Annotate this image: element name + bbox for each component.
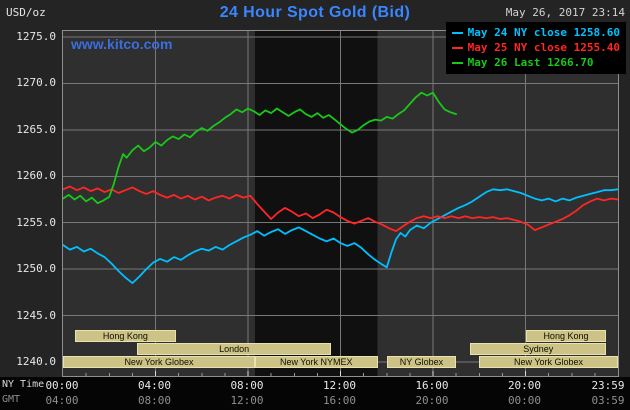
legend-label: May 25 NY close 1255.40	[467, 41, 620, 54]
x-tick-ny: 04:00	[137, 379, 172, 392]
series-line-may-26	[63, 91, 458, 205]
session-box-ny-globex: NY Globex	[386, 356, 457, 368]
legend: May 24 NY close 1258.60 May 25 NY close 1…	[445, 22, 626, 74]
plot-area: www.kitco.com Hong Kong Hong Kong London Sy…	[62, 30, 619, 377]
x-tick-gmt: 16:00	[322, 394, 357, 407]
x-tick-gmt: 20:00	[415, 394, 449, 407]
y-tick-label: 1245.0	[16, 308, 56, 322]
x-tick-ny: 00:00	[45, 379, 79, 392]
session-box-new-york-nymex: New York NYMEX	[254, 356, 378, 368]
chart-title: 24 Hour Spot Gold (Bid)	[219, 4, 411, 21]
legend-label: May 26 Last 1266.70	[467, 56, 594, 69]
legend-swatch	[451, 61, 463, 64]
x-tick-ny: 23:59	[591, 379, 625, 392]
session-box-sydney: Sydney	[470, 343, 607, 355]
x-tick-ny: 12:00	[322, 379, 357, 392]
x-tick-gmt: 03:59	[591, 394, 625, 407]
y-tick-label: 1275.0	[16, 30, 56, 43]
nymex-session-band	[254, 31, 378, 376]
x-tick-gmt: 00:00	[507, 394, 542, 407]
gmt-label: GMT	[2, 394, 21, 405]
series-line-may-25	[63, 185, 618, 233]
legend-item-may-25: May 25 NY close 1255.40	[451, 40, 620, 55]
legend-item-may-24: May 24 NY close 1258.60	[451, 25, 620, 40]
session-box-hong-kong: Hong Kong	[74, 330, 177, 342]
legend-item-may-26: May 26 Last 1266.70	[451, 55, 620, 70]
y-tick-label: 1255.0	[16, 215, 56, 229]
series-line-may-24	[63, 188, 618, 285]
kitco-watermark-link[interactable]: www.kitco.com	[71, 36, 173, 52]
time-axis-footer: NY Time GMT 00:00 04:00 04:00 08:00 08:00 12:…	[0, 377, 630, 410]
y-tick-label: 1250.0	[16, 262, 56, 276]
session-box-hong-kong: Hong Kong	[525, 330, 607, 342]
chart-canvas	[63, 31, 618, 376]
x-tick-gmt: 04:00	[45, 394, 79, 407]
datetime-label: May 26, 2017 23:14	[505, 6, 625, 19]
y-tick-label: 1265.0	[16, 122, 56, 136]
session-box-new-york-globex: New York Globex	[63, 356, 255, 368]
legend-label: May 24 NY close 1258.60	[467, 26, 620, 39]
y-tick-label: 1270.0	[16, 76, 56, 90]
unit-label: USD/oz	[6, 6, 46, 19]
y-tick-label: 1260.0	[16, 169, 56, 183]
legend-swatch	[451, 46, 463, 49]
session-box-new-york-globex: New York Globex	[479, 356, 618, 368]
ny-time-label: NY Time	[2, 379, 45, 390]
x-tick-ny: 20:00	[507, 379, 542, 392]
y-tick-label: 1240.0	[16, 355, 56, 368]
session-box-london: London	[137, 343, 332, 355]
legend-swatch	[451, 31, 463, 34]
x-tick-ny: 16:00	[415, 379, 449, 392]
x-tick-ny: 08:00	[230, 379, 264, 392]
x-tick-gmt: 08:00	[137, 394, 172, 407]
x-tick-gmt: 12:00	[230, 394, 264, 407]
